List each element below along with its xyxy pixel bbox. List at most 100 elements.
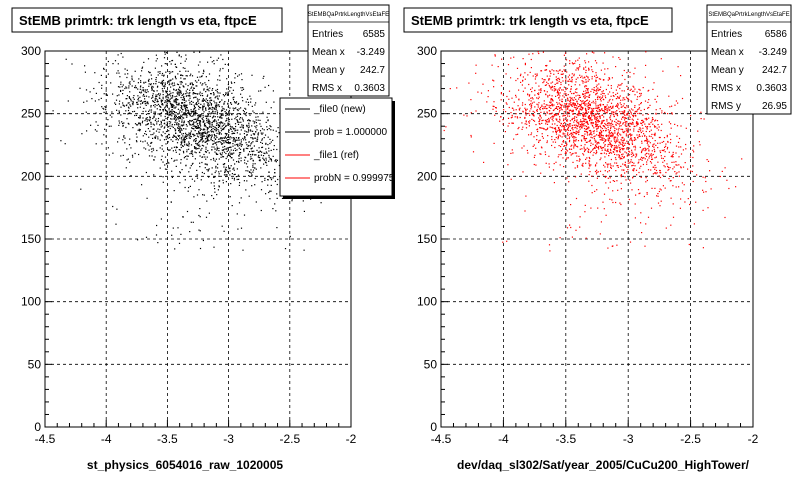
- data-point: [181, 74, 183, 76]
- data-point: [647, 101, 649, 103]
- data-point: [520, 73, 522, 75]
- data-point: [213, 94, 215, 96]
- data-point: [645, 51, 647, 53]
- x-tick-label: -2.5: [279, 432, 300, 446]
- data-point: [600, 147, 602, 149]
- data-point: [597, 105, 599, 107]
- data-point: [207, 136, 209, 138]
- data-point: [221, 143, 224, 145]
- data-point: [552, 141, 554, 143]
- data-point: [185, 113, 187, 115]
- data-point: [659, 188, 661, 190]
- data-point: [576, 166, 579, 168]
- data-point: [608, 155, 610, 157]
- data-point: [184, 106, 186, 108]
- data-point: [166, 124, 168, 126]
- data-point: [206, 140, 208, 142]
- data-point: [651, 117, 654, 119]
- data-point: [595, 120, 597, 122]
- data-point: [631, 151, 633, 153]
- data-point: [207, 120, 210, 122]
- data-point: [599, 159, 601, 161]
- data-point: [247, 104, 250, 106]
- data-point: [150, 123, 152, 125]
- data-point: [619, 87, 621, 90]
- data-point: [228, 129, 230, 131]
- data-point: [575, 152, 577, 154]
- data-point: [645, 139, 648, 141]
- data-point: [154, 137, 156, 139]
- data-point: [171, 82, 173, 84]
- data-point: [159, 147, 161, 149]
- data-point: [221, 122, 223, 124]
- data-point: [693, 145, 695, 147]
- data-point: [678, 164, 680, 166]
- data-point: [590, 132, 592, 134]
- data-point: [678, 171, 680, 173]
- data-point: [668, 168, 670, 170]
- data-point: [659, 136, 661, 139]
- data-point: [604, 95, 606, 97]
- data-point: [576, 107, 578, 109]
- data-point: [229, 142, 231, 145]
- data-point: [213, 140, 215, 142]
- data-point: [601, 131, 603, 133]
- data-point: [575, 78, 577, 80]
- data-point: [218, 105, 220, 108]
- data-point: [609, 198, 611, 200]
- data-point: [667, 166, 670, 168]
- data-point: [546, 119, 548, 121]
- data-point: [257, 133, 259, 135]
- data-point: [624, 121, 626, 123]
- data-point: [551, 144, 553, 147]
- data-point: [638, 159, 640, 161]
- data-point: [626, 105, 628, 107]
- data-point: [243, 133, 245, 135]
- data-point: [115, 103, 117, 105]
- data-point: [200, 116, 202, 118]
- data-point: [147, 58, 150, 60]
- data-point: [179, 126, 181, 128]
- data-point: [189, 75, 191, 77]
- data-point: [654, 168, 656, 170]
- data-point: [741, 158, 743, 160]
- data-point: [219, 124, 221, 127]
- data-point: [257, 119, 259, 121]
- data-point: [149, 116, 151, 119]
- data-point: [622, 116, 624, 118]
- data-point: [145, 91, 147, 94]
- data-point: [248, 120, 250, 122]
- data-point: [197, 119, 199, 121]
- data-point: [506, 95, 508, 98]
- data-point: [539, 114, 541, 116]
- data-point: [111, 116, 113, 118]
- data-point: [174, 130, 176, 132]
- data-point: [572, 109, 574, 111]
- data-point: [158, 97, 160, 99]
- data-point: [545, 69, 547, 71]
- data-point: [638, 161, 640, 163]
- data-point: [635, 194, 637, 196]
- data-point: [568, 74, 571, 76]
- data-point: [638, 134, 640, 136]
- data-point: [250, 98, 252, 100]
- data-point: [586, 125, 588, 127]
- data-point: [232, 107, 234, 109]
- data-point: [236, 213, 238, 215]
- data-point: [215, 167, 217, 169]
- data-point: [214, 151, 216, 153]
- data-point: [548, 121, 550, 123]
- data-point: [645, 223, 647, 225]
- data-point: [582, 93, 584, 95]
- data-point: [580, 139, 583, 141]
- data-point: [164, 106, 167, 108]
- data-point: [142, 141, 144, 143]
- data-point: [213, 146, 215, 148]
- data-point: [104, 106, 106, 108]
- data-point: [600, 69, 602, 71]
- data-point: [183, 96, 185, 98]
- data-point: [194, 110, 196, 112]
- data-point: [153, 90, 155, 92]
- data-point: [197, 133, 199, 135]
- data-point: [620, 121, 622, 123]
